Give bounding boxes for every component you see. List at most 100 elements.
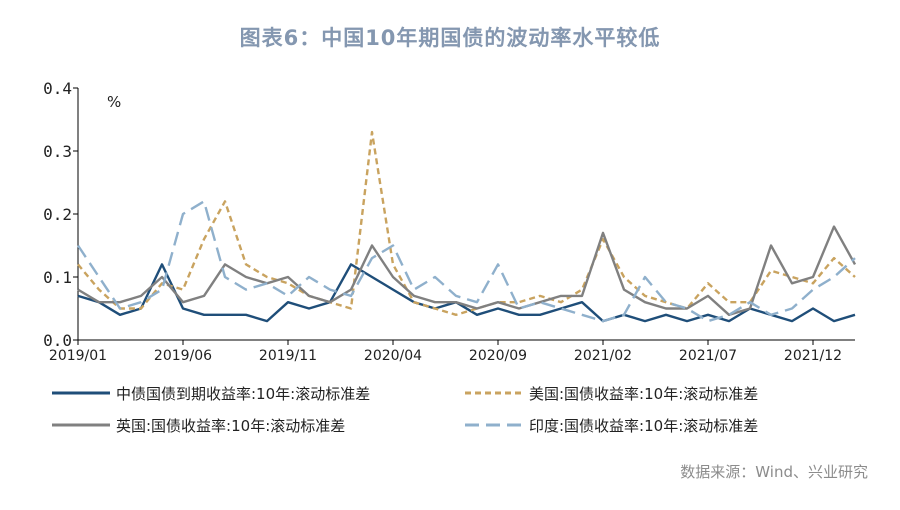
- data-point-s4-36: [832, 275, 837, 280]
- data-point-s2-5: [181, 287, 186, 292]
- data-point-s2-8: [244, 262, 249, 267]
- data-point-s4-27: [643, 275, 648, 280]
- data-point-s2-26: [622, 275, 627, 280]
- data-point-s3-12: [328, 300, 333, 305]
- data-point-s3-35: [811, 275, 816, 280]
- data-point-s4-35: [811, 287, 816, 292]
- data-point-s1-34: [790, 319, 795, 324]
- data-point-s4-10: [286, 293, 291, 298]
- data-point-s3-30: [706, 293, 711, 298]
- data-point-s2-0: [76, 262, 81, 267]
- data-point-s1-0: [76, 293, 81, 298]
- data-point-s3-14: [370, 243, 375, 248]
- data-point-s3-8: [244, 275, 249, 280]
- data-point-s4-34: [790, 306, 795, 311]
- y-tick-label: 0.2: [43, 205, 72, 224]
- x-tick-label: 2019/06: [154, 348, 212, 364]
- data-point-s4-29: [685, 306, 690, 311]
- data-point-s4-3: [139, 300, 144, 305]
- series-line-1: [77, 263, 856, 323]
- x-tick-label: 2021/12: [784, 348, 842, 364]
- y-tick-label: 0.0: [43, 331, 72, 350]
- data-point-s2-13: [349, 306, 354, 311]
- data-point-s4-2: [118, 306, 123, 311]
- data-point-s4-13: [349, 293, 354, 298]
- data-point-s2-27: [643, 293, 648, 298]
- data-point-s3-4: [160, 275, 165, 280]
- series-line-3: [77, 225, 857, 316]
- data-point-s3-7: [223, 262, 228, 267]
- data-point-s4-19: [475, 300, 480, 305]
- data-point-s2-37: [853, 275, 858, 280]
- data-point-s4-21: [517, 306, 522, 311]
- data-point-s2-6: [202, 237, 207, 242]
- data-point-s3-24: [580, 293, 585, 298]
- data-point-s4-14: [370, 256, 375, 261]
- data-point-s4-33: [769, 312, 774, 317]
- data-point-s3-10: [286, 275, 291, 280]
- data-point-s1-31: [727, 319, 732, 324]
- data-point-s4-17: [433, 275, 438, 280]
- data-point-s2-22: [538, 293, 543, 298]
- data-point-s3-25: [601, 230, 606, 235]
- data-point-s2-10: [286, 281, 291, 286]
- data-point-s1-9: [265, 319, 270, 324]
- legend-label-4: 印度:国债收益率:10年:滚动标准差: [529, 417, 758, 435]
- data-point-s3-11: [307, 293, 312, 298]
- legend-label-2: 美国:国债收益率:10年:滚动标准差: [529, 385, 758, 403]
- data-point-s2-1: [97, 287, 102, 292]
- data-point-s1-36: [832, 319, 837, 324]
- data-point-s1-27: [643, 319, 648, 324]
- x-tick-label: 2020/09: [469, 348, 527, 364]
- data-point-s4-30: [706, 319, 711, 324]
- data-point-s3-34: [790, 281, 795, 286]
- data-point-s2-31: [727, 300, 732, 305]
- data-point-s1-37: [853, 312, 858, 317]
- data-point-s3-0: [76, 287, 81, 292]
- data-point-s4-32: [748, 300, 753, 305]
- data-point-s3-17: [433, 300, 438, 305]
- data-point-s4-1: [97, 275, 102, 280]
- data-point-s1-13: [349, 262, 354, 267]
- series-line-4: [77, 200, 856, 323]
- data-point-s3-27: [643, 300, 648, 305]
- data-point-s4-12: [328, 287, 333, 292]
- data-point-s1-22: [538, 312, 543, 317]
- data-point-s2-33: [769, 268, 774, 273]
- data-point-s2-23: [559, 300, 564, 305]
- data-point-s2-18: [454, 312, 459, 317]
- data-point-s4-0: [76, 243, 81, 248]
- data-point-s4-22: [538, 300, 543, 305]
- data-point-s2-30: [706, 281, 711, 286]
- data-point-s3-5: [181, 300, 186, 305]
- axes: 0.0 0.1 0.2 0.3 0.4% 2019/01 2019/06 2019/11 202…: [43, 79, 855, 364]
- data-point-s3-18: [454, 300, 459, 305]
- data-point-s4-31: [727, 312, 732, 317]
- data-point-s2-15: [391, 262, 396, 267]
- data-point-s4-5: [181, 212, 186, 217]
- data-point-s1-2: [118, 312, 123, 317]
- data-point-s4-16: [412, 287, 417, 292]
- data-point-s4-4: [160, 287, 165, 292]
- data-point-s1-11: [307, 306, 312, 311]
- data-point-s2-17: [433, 306, 438, 311]
- data-point-s4-20: [496, 262, 501, 267]
- x-tick-label: 2021/02: [574, 348, 632, 364]
- data-point-s3-28: [664, 306, 669, 311]
- data-point-s2-14: [370, 130, 375, 135]
- y-unit-label: %: [107, 93, 121, 111]
- data-point-s1-21: [517, 312, 522, 317]
- data-point-s2-35: [811, 281, 816, 286]
- data-point-s4-18: [454, 293, 459, 298]
- data-point-s3-37: [853, 262, 858, 267]
- data-point-s1-19: [475, 312, 480, 317]
- data-point-s4-15: [391, 243, 396, 248]
- data-point-s4-9: [265, 281, 270, 286]
- data-point-s2-3: [139, 306, 144, 311]
- data-point-s4-28: [664, 300, 669, 305]
- data-point-s3-15: [391, 275, 396, 280]
- data-point-s1-28: [664, 312, 669, 317]
- data-point-s3-19: [475, 306, 480, 311]
- data-point-s1-15: [391, 287, 396, 292]
- x-tick-label: 2021/07: [679, 348, 737, 364]
